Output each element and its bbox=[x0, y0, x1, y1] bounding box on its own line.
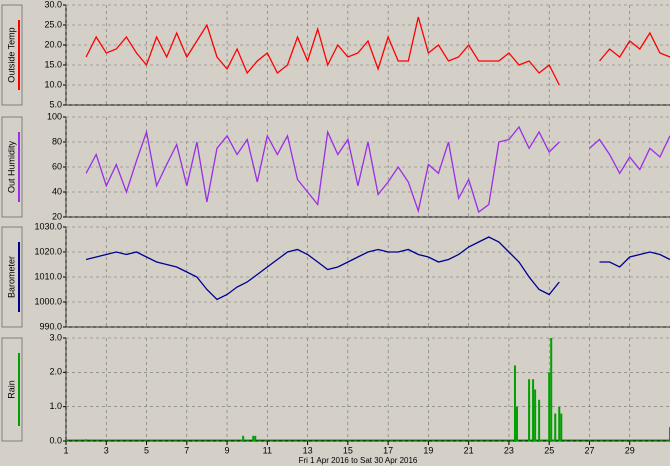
y-axis-label: Out Humidity bbox=[6, 140, 16, 193]
bar bbox=[534, 389, 537, 441]
y-tick-label: 30.0 bbox=[44, 0, 62, 9]
bar bbox=[85, 439, 88, 441]
data-line bbox=[85, 16, 670, 86]
data-line bbox=[85, 236, 670, 301]
y-tick-label: 80 bbox=[52, 136, 62, 146]
x-tick-label: 3 bbox=[104, 445, 109, 455]
data-line bbox=[85, 125, 670, 214]
y-tick-label: 3.0 bbox=[49, 332, 62, 342]
bar bbox=[538, 399, 541, 441]
y-tick-label: 1030.0 bbox=[34, 221, 62, 231]
y-tick-label: 1010.0 bbox=[34, 271, 62, 281]
x-tick-label: 27 bbox=[584, 445, 594, 455]
y-tick-label: 0.0 bbox=[49, 435, 62, 445]
x-tick-label: 7 bbox=[184, 445, 189, 455]
x-tick-label: 19 bbox=[423, 445, 433, 455]
y-tick-label: 20 bbox=[52, 211, 62, 221]
x-tick-label: 15 bbox=[343, 445, 353, 455]
label-box bbox=[1, 337, 23, 442]
y-tick-label: 5.0 bbox=[49, 99, 62, 109]
label-box bbox=[1, 226, 23, 328]
y-tick-label: 1020.0 bbox=[34, 246, 62, 256]
x-tick-label: 23 bbox=[504, 445, 514, 455]
y-tick-label: 1000.0 bbox=[34, 296, 62, 306]
y-tick-label: 100 bbox=[47, 111, 62, 121]
bar bbox=[242, 435, 245, 441]
bar bbox=[548, 372, 551, 441]
bar bbox=[254, 435, 257, 441]
bar bbox=[560, 413, 563, 441]
y-axis-label: Outside Temp bbox=[6, 27, 16, 82]
y-tick-label: 990.0 bbox=[39, 321, 62, 331]
label-box bbox=[1, 116, 23, 218]
y-axis-label: Barometer bbox=[6, 256, 16, 298]
bar bbox=[515, 406, 518, 441]
label-box bbox=[1, 4, 23, 106]
x-tick-label: 25 bbox=[544, 445, 554, 455]
bar bbox=[528, 379, 531, 441]
x-tick-label: 17 bbox=[383, 445, 393, 455]
bar bbox=[554, 413, 557, 441]
y-tick-label: 25.0 bbox=[44, 19, 62, 29]
x-tick-label: 1 bbox=[63, 445, 68, 455]
x-tick-label: 13 bbox=[303, 445, 313, 455]
bar bbox=[558, 406, 561, 441]
y-tick-label: 15.0 bbox=[44, 59, 62, 69]
bar bbox=[513, 365, 516, 441]
x-tick-label: 29 bbox=[625, 445, 635, 455]
bar bbox=[252, 435, 255, 441]
y-axis-label: Rain bbox=[6, 380, 16, 399]
y-tick-label: 20.0 bbox=[44, 39, 62, 49]
y-tick-label: 2.0 bbox=[49, 367, 62, 377]
x-tick-label: 5 bbox=[144, 445, 149, 455]
x-tick-label: 11 bbox=[263, 445, 272, 455]
bar bbox=[532, 379, 535, 441]
x-tick-label: 21 bbox=[464, 445, 474, 455]
x-tick-label: 9 bbox=[225, 445, 230, 455]
y-tick-label: 40 bbox=[52, 186, 62, 196]
y-tick-label: 1.0 bbox=[49, 401, 62, 411]
y-tick-label: 10.0 bbox=[44, 79, 62, 89]
bar bbox=[550, 338, 553, 441]
x-axis-label: Fri 1 Apr 2016 to Sat 30 Apr 2016 bbox=[299, 456, 418, 465]
y-tick-label: 60 bbox=[52, 161, 62, 171]
